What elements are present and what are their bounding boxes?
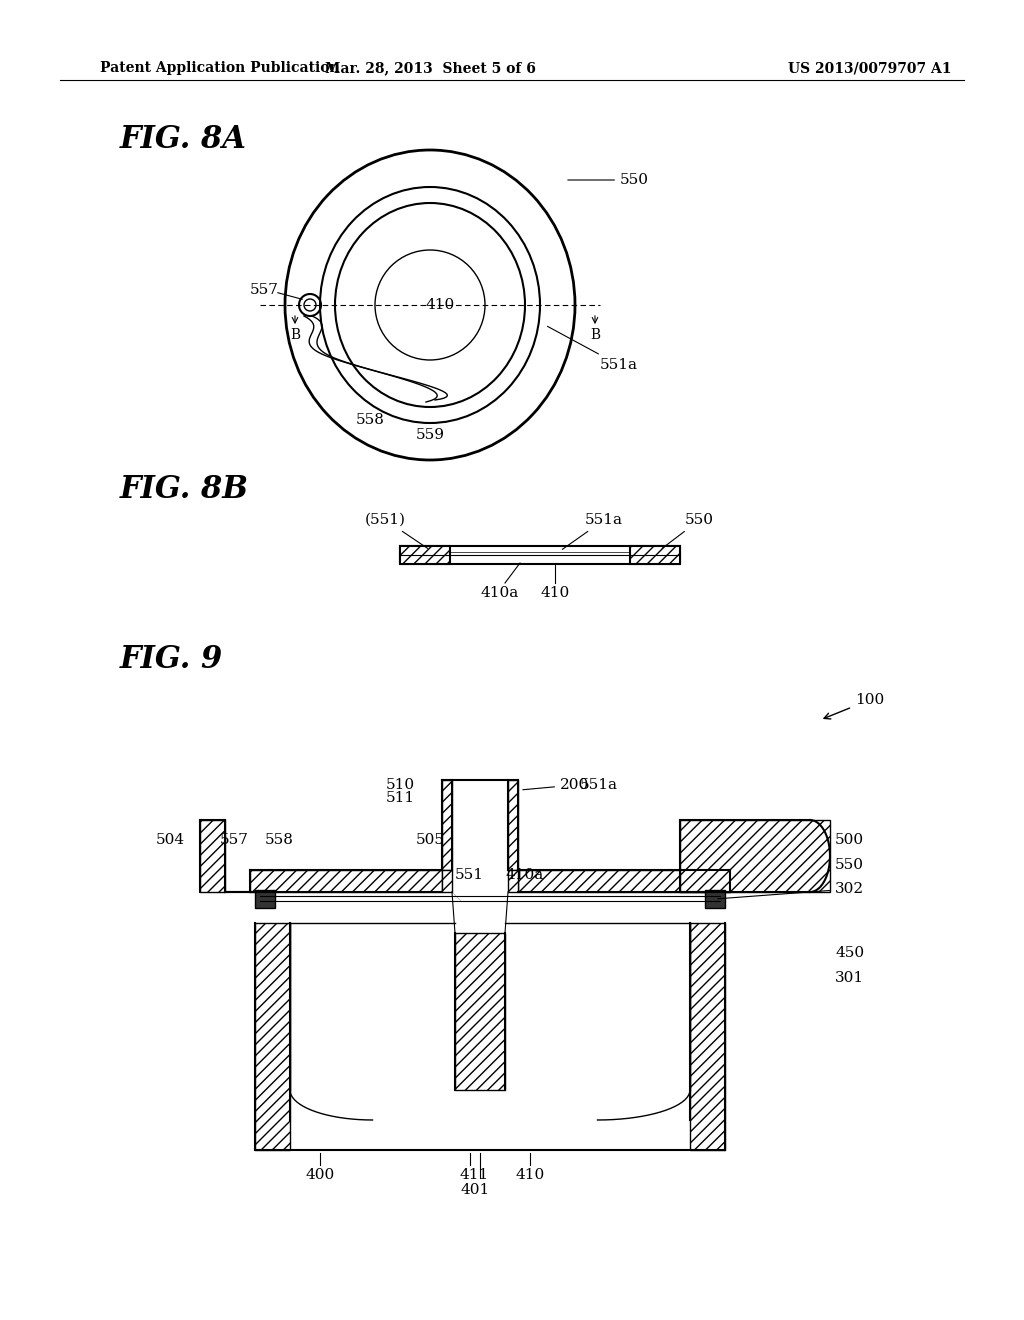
- Text: US 2013/0079707 A1: US 2013/0079707 A1: [788, 61, 951, 75]
- Text: 302: 302: [718, 882, 864, 899]
- Text: (551): (551): [365, 513, 428, 548]
- Bar: [508, 780, 518, 870]
- Text: FIG. 8A: FIG. 8A: [120, 124, 247, 156]
- Bar: [508, 870, 518, 892]
- Text: 504: 504: [156, 833, 185, 847]
- Text: 550: 550: [567, 173, 649, 187]
- Text: 410a: 410a: [505, 869, 544, 882]
- Text: 410: 410: [541, 586, 569, 601]
- Bar: [442, 780, 452, 870]
- Text: 559: 559: [416, 428, 444, 442]
- Text: B: B: [290, 327, 300, 342]
- Text: 558: 558: [355, 413, 384, 426]
- Text: 551a: 551a: [548, 326, 638, 372]
- Text: 500: 500: [835, 833, 864, 847]
- Text: 410: 410: [425, 298, 455, 312]
- Text: FIG. 8B: FIG. 8B: [120, 474, 249, 506]
- Bar: [250, 870, 442, 892]
- Bar: [518, 870, 730, 892]
- Text: Patent Application Publication: Patent Application Publication: [100, 61, 340, 75]
- Bar: [455, 933, 505, 1090]
- Text: 301: 301: [835, 972, 864, 985]
- Text: 400: 400: [305, 1168, 334, 1181]
- Bar: [255, 923, 290, 1150]
- Bar: [442, 870, 452, 892]
- Text: Mar. 28, 2013  Sheet 5 of 6: Mar. 28, 2013 Sheet 5 of 6: [325, 61, 536, 75]
- Text: 410a: 410a: [481, 586, 519, 601]
- Bar: [680, 820, 830, 892]
- Text: 401: 401: [461, 1183, 489, 1197]
- Bar: [400, 546, 680, 564]
- Bar: [200, 820, 225, 892]
- Text: B: B: [590, 327, 600, 342]
- Text: 510: 510: [386, 777, 415, 792]
- Text: 550: 550: [835, 858, 864, 873]
- Text: 411: 411: [460, 1168, 489, 1181]
- Text: 550: 550: [663, 513, 714, 548]
- Text: 511: 511: [386, 791, 415, 805]
- Text: 100: 100: [824, 693, 885, 719]
- Bar: [690, 923, 725, 1150]
- Text: 410: 410: [515, 1168, 544, 1181]
- Bar: [705, 890, 725, 908]
- Text: 557: 557: [250, 282, 279, 297]
- Text: 557: 557: [220, 833, 249, 847]
- Text: 450: 450: [835, 946, 864, 960]
- Text: 551a: 551a: [562, 513, 623, 549]
- Bar: [255, 890, 275, 908]
- Text: 551a: 551a: [580, 777, 618, 792]
- Bar: [630, 546, 680, 564]
- Text: 505: 505: [416, 833, 445, 847]
- Text: 200: 200: [523, 777, 589, 792]
- Text: 558: 558: [265, 833, 294, 847]
- Text: FIG. 9: FIG. 9: [120, 644, 223, 676]
- Text: 551: 551: [455, 869, 484, 882]
- Bar: [400, 546, 450, 564]
